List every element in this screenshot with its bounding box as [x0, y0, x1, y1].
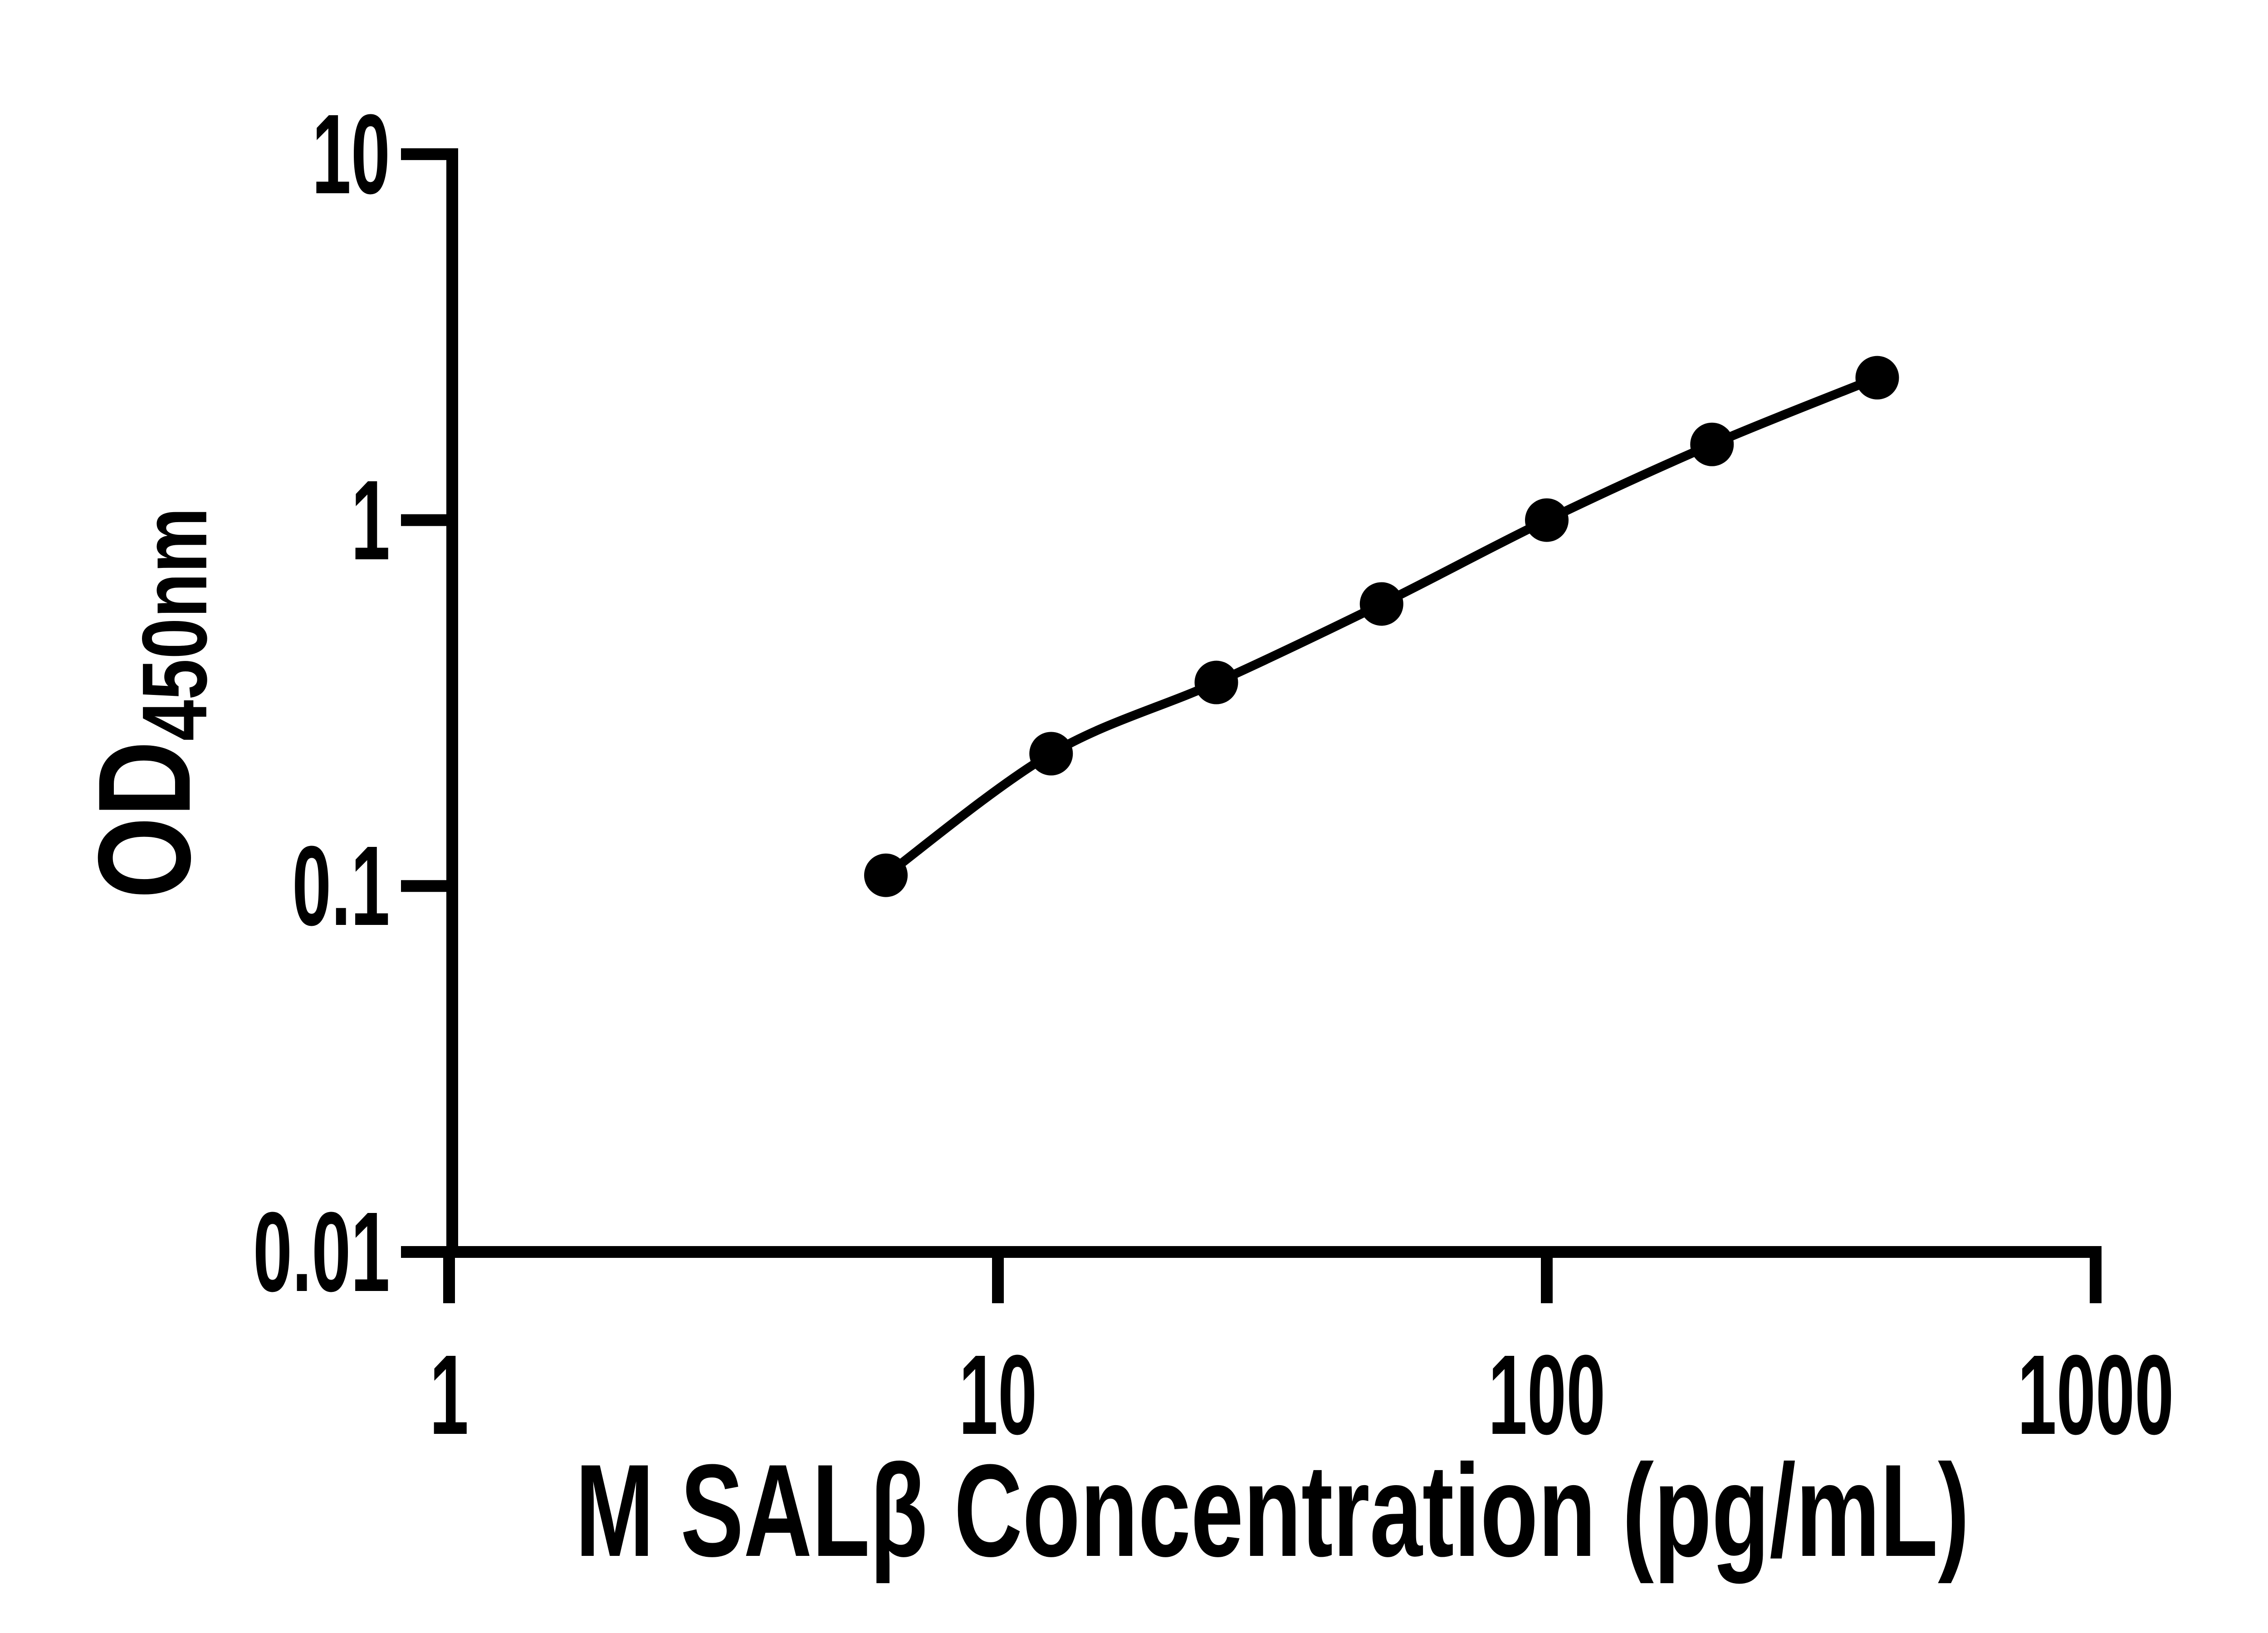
data-point-marker: [1359, 582, 1403, 626]
x-tick-label: 1: [417, 1338, 480, 1452]
x-tick-label: 10: [935, 1338, 1061, 1452]
y-tick-label: 0.1: [232, 829, 390, 943]
y-tick-label-text: 10: [312, 90, 390, 217]
x-tick-label-text: 1000: [2017, 1331, 2174, 1458]
x-tick-label-text: 10: [958, 1331, 1037, 1458]
x-tick-label: 1000: [1970, 1338, 2222, 1452]
y-tick-label-text: 0.01: [253, 1188, 390, 1315]
y-tick-label: 1: [327, 456, 390, 583]
y-tick-label-text: 1: [351, 456, 390, 583]
x-tick-label: 100: [1452, 1338, 1641, 1452]
y-axis-title-main: OD: [71, 741, 218, 899]
y-tick-label: 10: [264, 90, 390, 217]
y-tick-label-text: 0.1: [292, 822, 390, 949]
x-tick-label-text: 1: [429, 1331, 469, 1458]
data-point-marker: [864, 853, 908, 897]
y-tick-label: 0.01: [169, 1195, 390, 1309]
data-point-marker: [1029, 732, 1073, 776]
y-axis-title-subscript: 450nm: [123, 507, 226, 741]
x-tick-label-text: 100: [1488, 1331, 1606, 1458]
y-axis-title: OD450nm: [71, 459, 226, 948]
data-point-marker: [1194, 660, 1238, 704]
data-point-marker: [1525, 498, 1569, 542]
data-point-marker: [1855, 356, 1899, 400]
data-point-marker: [1690, 422, 1734, 466]
x-axis-title: M SALβ Concentration (pg/mL): [304, 1445, 2241, 1576]
x-axis-title-text: M SALβ Concentration (pg/mL): [575, 1437, 1970, 1584]
